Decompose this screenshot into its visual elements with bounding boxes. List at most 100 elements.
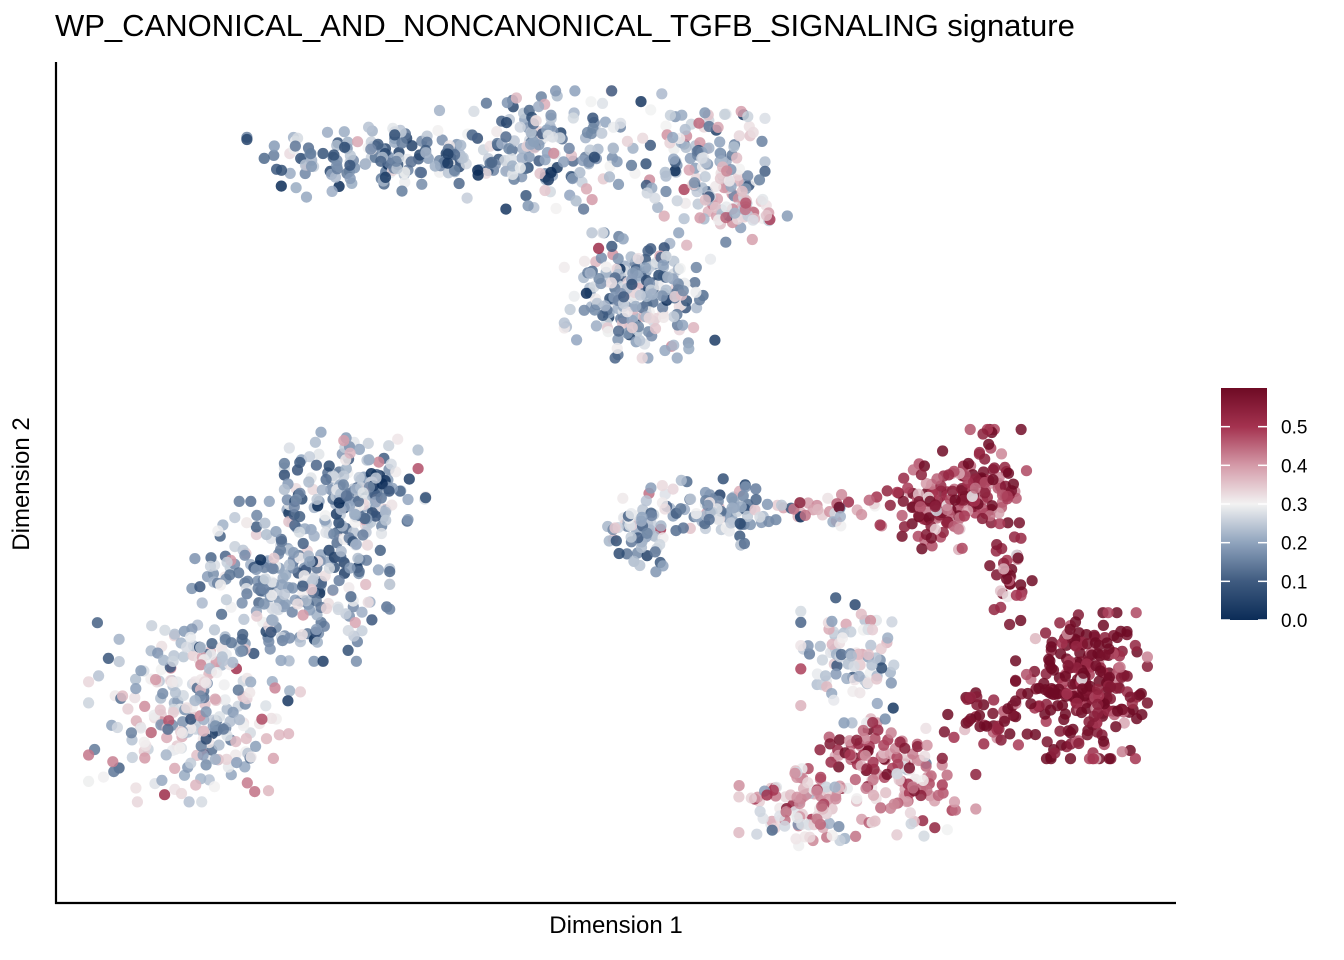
data-point <box>1087 753 1100 765</box>
data-point <box>585 96 597 108</box>
data-point <box>595 252 608 264</box>
data-point <box>278 484 290 496</box>
data-point <box>241 133 253 146</box>
data-point <box>305 148 317 160</box>
data-point <box>994 585 1007 597</box>
data-point <box>383 440 395 452</box>
data-point <box>200 759 212 771</box>
data-point <box>660 185 672 198</box>
data-point <box>357 529 369 541</box>
data-point <box>251 509 263 521</box>
data-point <box>245 751 257 763</box>
data-point <box>361 539 374 551</box>
data-point <box>1101 637 1113 649</box>
data-point <box>646 509 658 522</box>
data-point <box>712 513 724 526</box>
colorbar-tick-label: 0.5 <box>1281 418 1307 439</box>
data-point <box>916 543 928 555</box>
data-point <box>645 104 657 116</box>
data-point <box>970 803 982 815</box>
data-point <box>356 606 368 618</box>
data-point <box>918 460 931 472</box>
data-point <box>634 334 646 347</box>
data-point <box>1064 753 1077 765</box>
data-point <box>224 569 236 581</box>
data-point <box>558 261 570 273</box>
data-point <box>211 667 223 679</box>
data-point <box>1010 589 1023 601</box>
data-point <box>292 598 304 610</box>
data-point <box>157 688 169 700</box>
data-point <box>658 311 670 323</box>
data-point <box>958 510 971 522</box>
data-point <box>385 458 397 470</box>
data-point <box>278 469 290 481</box>
data-point <box>83 775 95 788</box>
data-point <box>442 157 454 169</box>
data-point <box>303 451 316 463</box>
data-point <box>655 520 667 532</box>
data-point <box>233 714 245 726</box>
data-point <box>568 290 580 302</box>
data-point <box>158 654 170 666</box>
data-point <box>636 511 648 523</box>
data-point <box>1129 753 1141 765</box>
data-point <box>899 742 911 754</box>
data-point <box>83 676 95 688</box>
data-point <box>283 442 295 454</box>
data-point <box>881 768 893 781</box>
data-point <box>185 757 197 769</box>
data-point <box>297 537 309 550</box>
data-point <box>194 581 206 593</box>
data-point <box>300 191 313 203</box>
data-point <box>230 736 242 748</box>
data-point <box>1043 653 1055 666</box>
data-point <box>956 542 968 554</box>
data-point <box>905 818 917 830</box>
data-point <box>154 704 166 716</box>
data-point <box>634 559 646 572</box>
data-point <box>156 774 168 787</box>
data-point <box>349 617 361 629</box>
data-point <box>267 752 279 765</box>
data-point <box>265 626 277 638</box>
data-point <box>420 492 432 504</box>
data-point <box>135 722 147 734</box>
data-point <box>209 753 221 766</box>
data-point <box>305 583 318 596</box>
data-point <box>308 655 320 667</box>
data-point <box>904 807 917 819</box>
data-point <box>833 501 845 513</box>
data-point <box>362 596 374 608</box>
data-point <box>181 641 193 653</box>
data-point <box>669 165 681 177</box>
data-point <box>313 448 325 460</box>
data-point <box>917 815 929 827</box>
data-point <box>260 529 273 541</box>
data-point <box>241 517 253 529</box>
data-point <box>835 520 847 532</box>
data-point <box>275 654 287 667</box>
data-point <box>1015 423 1027 436</box>
data-point <box>539 184 551 197</box>
data-point <box>921 739 933 751</box>
data-point <box>352 495 364 507</box>
data-point <box>338 126 350 138</box>
data-point <box>617 233 629 245</box>
data-point <box>866 659 878 671</box>
data-point <box>994 518 1006 530</box>
data-point <box>1081 638 1093 650</box>
data-point <box>220 594 232 606</box>
data-point <box>896 509 908 522</box>
data-point <box>714 147 726 159</box>
data-point <box>244 687 256 699</box>
data-point <box>884 499 896 511</box>
data-point <box>169 687 182 699</box>
data-point <box>320 473 332 486</box>
data-point <box>259 517 271 529</box>
data-point <box>343 582 355 594</box>
data-point <box>979 453 991 465</box>
data-point <box>657 560 669 572</box>
data-point <box>241 588 253 600</box>
data-point <box>370 510 382 522</box>
